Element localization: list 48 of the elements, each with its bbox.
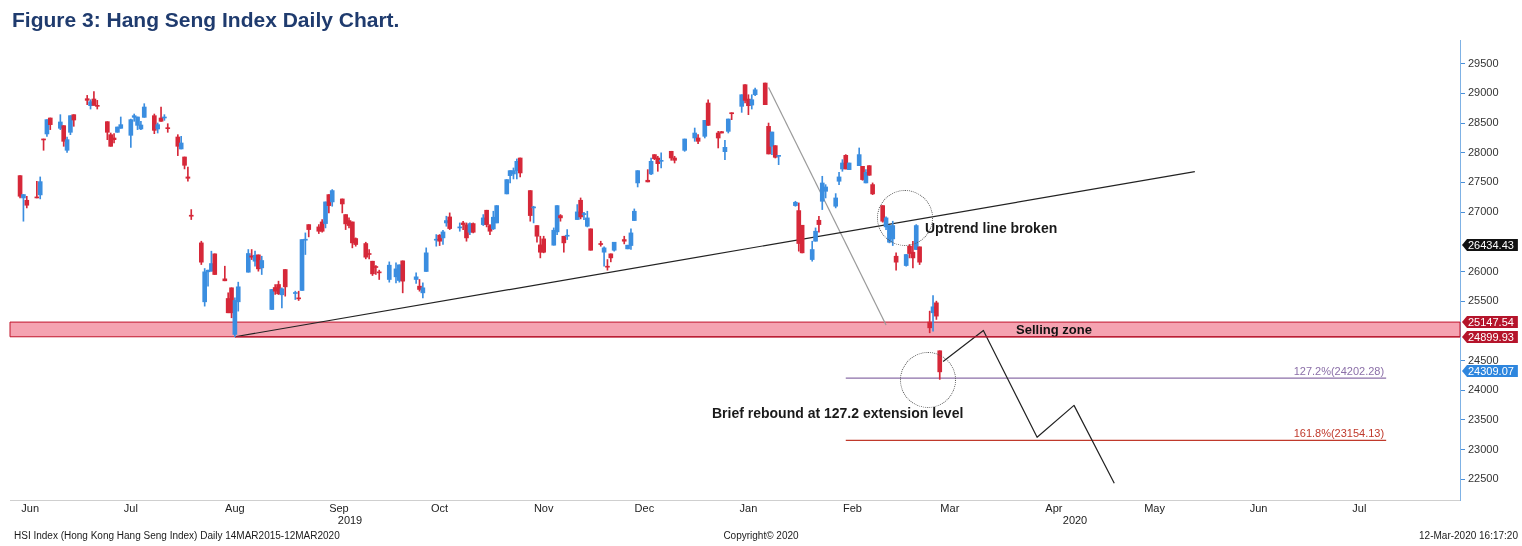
x-tick-label: Jul [123, 501, 138, 514]
chart-title: Figure 3: Hang Seng Index Daily Chart. [12, 8, 400, 32]
x-tick-label: Jun [21, 501, 40, 514]
y-tick-label: 28500 [1468, 116, 1499, 129]
text: HSI Index (Hong Kong Hang Seng Index) Daily 14MAR2015-12MAR2020 [14, 529, 340, 541]
annotation: Uptrend line broken [925, 220, 1058, 236]
y-tick-label: 27500 [1468, 175, 1499, 188]
y-tick-label: 25500 [1468, 294, 1499, 307]
y-tick-label: 27000 [1468, 205, 1499, 218]
text: 2020 [1062, 514, 1088, 526]
text: 25147.54 [1462, 316, 1518, 328]
series-label: 127.2%(24202.28) [1293, 364, 1385, 377]
y-tick-label: 24000 [1468, 383, 1499, 396]
x-tick-label: Nov [533, 501, 554, 514]
x-tick-label: Mar [940, 501, 960, 514]
x-tick-label: Jan [739, 501, 758, 514]
annotation: Brief rebound at 127.2 extension level [712, 405, 964, 421]
x-tick-label: Aug [225, 501, 245, 514]
text: 26434.43 [1462, 239, 1518, 251]
x-tick-label: May [1144, 501, 1166, 514]
x-tick-label: Jun [1249, 501, 1268, 514]
candlestick [269, 289, 275, 310]
candlestick [588, 228, 593, 251]
x-tick-label: Feb [842, 501, 862, 514]
y-tick-label: 24500 [1468, 353, 1499, 366]
y-tick-label: 29000 [1468, 86, 1499, 99]
y-tick-label: 23000 [1468, 442, 1499, 455]
x-tick-label: Apr [1045, 501, 1063, 514]
x-tick-label: Jul [1352, 501, 1367, 514]
text: 24309.07 [1462, 365, 1518, 377]
band-label: Selling zone [1016, 322, 1092, 338]
y-tick-label: 22500 [1468, 472, 1499, 485]
x-tick-label: Oct [431, 501, 449, 514]
candlestick [762, 82, 768, 106]
text: 12-Mar-2020 16:17:20 [1419, 529, 1518, 541]
candlestick [866, 165, 872, 176]
text: 24899.93 [1462, 331, 1518, 343]
x-tick-label: Dec [634, 501, 655, 514]
y-tick-label: 28000 [1468, 145, 1499, 158]
y-tick-label: 26000 [1468, 264, 1499, 277]
text: 2019 [337, 514, 363, 526]
x-tick-label: Sep [329, 501, 349, 514]
text: Copyright© 2020 [723, 529, 799, 541]
y-tick-label: 23500 [1468, 412, 1499, 425]
candlestick [846, 162, 852, 170]
y-tick-label: 29500 [1468, 56, 1499, 69]
candlestick [212, 253, 218, 275]
series-label: 161.8%(23154.13) [1293, 426, 1385, 439]
